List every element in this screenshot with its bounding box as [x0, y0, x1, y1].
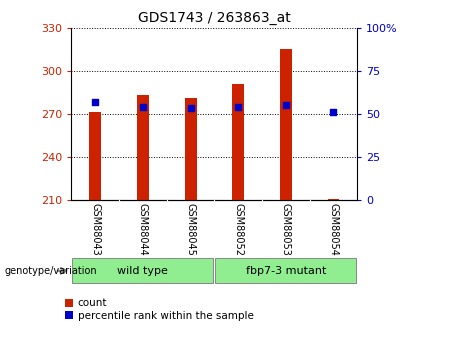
Bar: [232, 84, 244, 200]
Title: GDS1743 / 263863_at: GDS1743 / 263863_at: [138, 11, 291, 25]
Text: GSM88052: GSM88052: [233, 203, 243, 256]
Bar: [280, 49, 292, 200]
Bar: [184, 98, 196, 200]
Point: [187, 105, 194, 111]
Bar: [327, 199, 339, 200]
Text: genotype/variation: genotype/variation: [5, 266, 97, 276]
Text: fbp7-3 mutant: fbp7-3 mutant: [246, 266, 326, 276]
Bar: [89, 112, 101, 200]
Text: GSM88044: GSM88044: [138, 203, 148, 256]
Text: GSM88053: GSM88053: [281, 203, 291, 256]
Point: [330, 110, 337, 115]
Point: [92, 100, 99, 105]
Text: GSM88054: GSM88054: [328, 203, 338, 256]
Point: [139, 104, 147, 109]
Legend: count, percentile rank within the sample: count, percentile rank within the sample: [65, 298, 254, 321]
Text: GSM88045: GSM88045: [185, 203, 195, 256]
Bar: [72, 258, 213, 283]
Point: [235, 104, 242, 109]
Text: GSM88043: GSM88043: [90, 203, 100, 256]
Text: wild type: wild type: [118, 266, 168, 276]
Point: [282, 102, 290, 108]
Bar: [215, 258, 356, 283]
Bar: [137, 95, 149, 200]
